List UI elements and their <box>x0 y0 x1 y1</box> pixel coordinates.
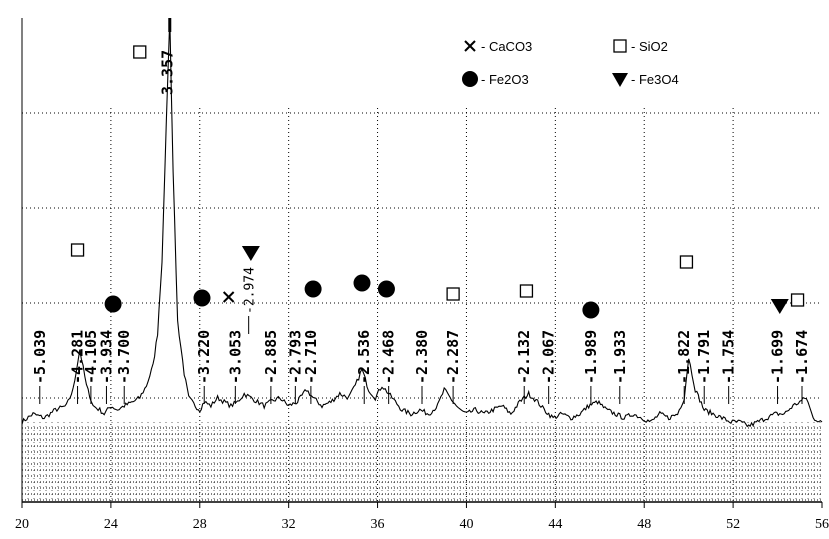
fe3o4-marker <box>241 246 260 261</box>
peak-label: -3.220 <box>195 330 213 384</box>
sio2-marker <box>70 243 85 257</box>
peak-label: -2.710 <box>302 330 320 384</box>
peak-label: -2.885 <box>262 330 280 384</box>
peak-label-group: -1.699 <box>769 330 787 404</box>
fe2o3-marker <box>377 280 395 298</box>
legend-label: - CaCO3 <box>481 39 532 54</box>
sio2-marker <box>519 284 534 298</box>
peak-label: -2.287 <box>444 330 462 384</box>
peak-label-group: -2.536 <box>355 330 373 404</box>
peak-label-group: -2.287 <box>444 330 462 404</box>
sio2-marker <box>679 255 694 269</box>
peak-label: -2.380 <box>413 330 431 384</box>
peak-label-group: -2.067 <box>540 330 558 404</box>
fe2o3-marker <box>193 289 211 307</box>
peak-label: -1.933 <box>611 330 629 384</box>
peak-label-group: -1.791 <box>695 330 713 404</box>
peak-label-group: -2.710 <box>302 330 320 404</box>
sio2-marker <box>446 287 460 301</box>
legend-label: - SiO2 <box>631 39 668 54</box>
x-tick-label: 48 <box>637 517 651 532</box>
peak-label: -2.067 <box>540 330 558 384</box>
fe3o4-marker <box>770 299 789 314</box>
peak-label-group: -2.885 <box>262 330 280 404</box>
fe2o3-marker <box>304 280 322 298</box>
peak-label: -2.468 <box>380 330 398 384</box>
peak-label: -1.989 <box>582 330 600 384</box>
peak-label: -3.934 <box>97 330 115 384</box>
legend-label: - Fe3O4 <box>631 72 679 87</box>
pattern-line <box>21 17 823 428</box>
triangle-icon <box>612 73 628 87</box>
peak-label-group: -2.380 <box>413 330 431 404</box>
peak-label-group: -1.822 <box>675 330 693 404</box>
baseline-fill <box>21 422 822 502</box>
peak-label: -1.791 <box>695 330 713 384</box>
legend-label: - Fe2O3 <box>481 72 529 87</box>
x-tick-label: 52 <box>726 517 740 532</box>
square-icon <box>613 39 627 53</box>
peak-label: -1.699 <box>769 330 787 384</box>
peak-label: -2.793 <box>286 330 304 384</box>
phase-markers <box>70 45 805 319</box>
circle-icon <box>462 71 478 87</box>
peak-label-group: -2.793 <box>286 330 304 404</box>
peak-label: -1.822 <box>675 330 693 384</box>
peak-label: -1.674 <box>793 330 811 384</box>
axes: 20 24 28 32 36 40 44 48 52 56 <box>15 18 829 532</box>
fe2o3-marker <box>582 301 600 319</box>
peak-label-group: -2.132 <box>515 330 533 404</box>
legend-entry: - CaCO3 <box>464 39 532 54</box>
peak-label-group: -1.754 <box>720 330 738 404</box>
peak-label: -4.105 <box>82 330 100 384</box>
sio2-marker <box>133 45 147 59</box>
peak-label: -3.700 <box>115 330 133 384</box>
peak-label: -2.536 <box>355 330 373 384</box>
peak-label-group: -1.989 <box>582 330 600 404</box>
x-tick-label: 56 <box>815 517 829 532</box>
peak-label: -4.281 <box>69 330 87 384</box>
legend: - CaCO3 - SiO2 - Fe2O3 - Fe3O4 <box>462 39 679 87</box>
legend-entry: - Fe3O4 <box>612 72 679 87</box>
sio2-marker <box>790 293 805 307</box>
peak-label-group: -2.468 <box>380 330 398 404</box>
legend-entry: - SiO2 <box>613 39 668 54</box>
peak-label: -2.974 <box>243 267 258 314</box>
fe2o3-marker <box>104 295 122 313</box>
peak-label-group: -3.700 <box>115 330 133 404</box>
peak-label-group: -1.674 <box>793 330 811 404</box>
diffraction-pattern <box>21 17 823 428</box>
peak-label: -5.039 <box>31 330 49 384</box>
peak-label-group: -3.934 <box>97 330 115 404</box>
peak-label: -1.754 <box>720 330 738 384</box>
x-tick-label: 24 <box>104 517 118 532</box>
x-tick-label: 32 <box>282 517 296 532</box>
peak-label-group: -1.933 <box>611 330 629 404</box>
peak-label: 3.357 <box>158 50 176 95</box>
peak-label-group: -2.974 <box>243 267 258 334</box>
legend-entry: - Fe2O3 <box>462 71 529 87</box>
peak-label: -3.053 <box>226 330 244 384</box>
peak-labels: -5.039 -4.281-4.105-3.934 -3.700 3.357 -3.22… <box>31 50 811 404</box>
peak-label-group: -4.105 <box>82 330 100 404</box>
x-tick-label: 28 <box>193 517 207 532</box>
peak-label: -2.132 <box>515 330 533 384</box>
peak-label-group: -3.053 <box>226 330 244 404</box>
caco3-marker <box>222 291 235 303</box>
x-tick-label: 36 <box>371 517 385 532</box>
fe2o3-marker <box>353 274 371 292</box>
x-tick-label: 40 <box>459 517 473 532</box>
peak-label-group: -5.039 <box>31 330 49 404</box>
x-tick-label: 44 <box>548 517 562 532</box>
peak-label-group: -3.220 <box>195 330 213 404</box>
peak-label-group: 3.357 <box>158 50 176 95</box>
peak-label-group: -4.281 <box>69 330 87 404</box>
x-tick-label: 20 <box>15 517 29 532</box>
